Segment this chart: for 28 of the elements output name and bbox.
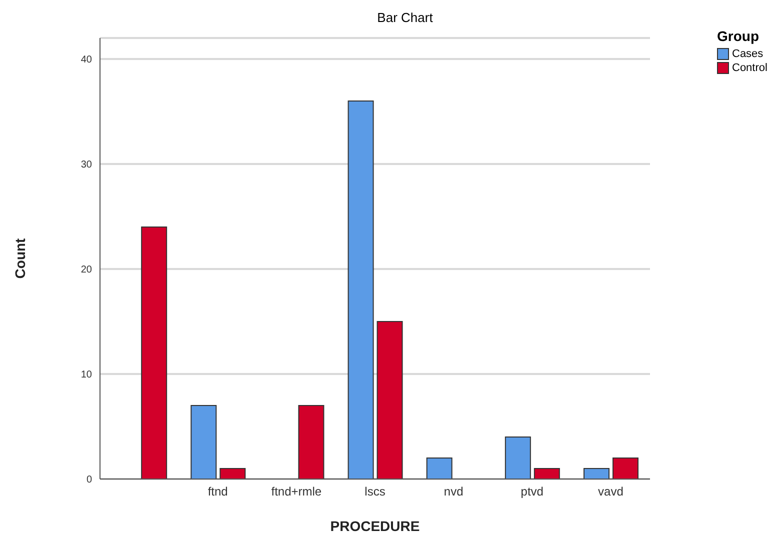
x-tick-label: nvd [444, 484, 464, 499]
y-tick-label: 20 [80, 264, 92, 276]
x-tick-label: ftnd [208, 484, 228, 499]
bar [612, 458, 638, 479]
bar [141, 226, 168, 479]
x-tick-label: ptvd [520, 484, 544, 499]
chart-title: Bar Chart [376, 10, 434, 25]
y-tick-label: 10 [80, 370, 92, 381]
y-tick-label: 0 [86, 474, 92, 486]
x-tick-label: lscs [364, 484, 386, 499]
y-axis-title: Count [12, 238, 28, 279]
x-tick-label: ftnd+rmle [271, 484, 322, 499]
bar [298, 405, 324, 479]
y-tick-label: 40 [80, 54, 92, 66]
bar [220, 468, 246, 479]
bar [534, 468, 560, 479]
bar [348, 100, 374, 479]
bar [190, 405, 217, 479]
bar [584, 468, 610, 479]
bar [504, 436, 531, 479]
y-tick-label: 30 [80, 160, 92, 171]
bar [376, 321, 403, 479]
legend-label: Cases [731, 48, 764, 60]
x-axis-title: PROCEDURE [330, 518, 420, 534]
bar [426, 458, 452, 479]
legend-title: Group [717, 28, 760, 44]
legend-label: Control [731, 62, 768, 74]
x-tick-label: vavd [598, 484, 624, 499]
